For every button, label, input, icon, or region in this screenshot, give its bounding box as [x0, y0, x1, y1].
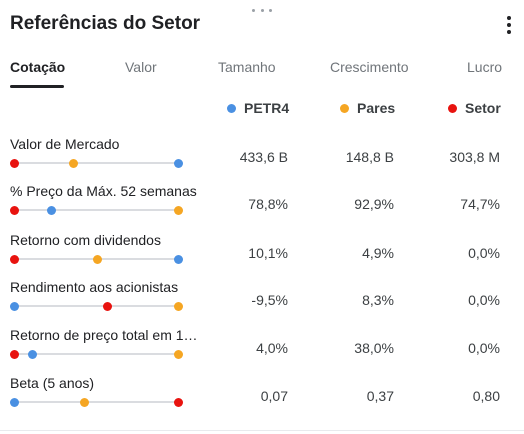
value-setor: 74,7%: [460, 196, 500, 212]
tab-cotacao[interactable]: Cotação: [10, 59, 66, 75]
value-pares: 148,8 B: [345, 149, 394, 165]
value-petr4: 10,1%: [248, 245, 288, 261]
marker-setor: [9, 205, 19, 215]
legend-setor: Setor: [448, 100, 501, 116]
marker-pares: [173, 301, 183, 311]
marker-petr4: [27, 349, 37, 359]
value-pares: 38,0%: [354, 340, 394, 356]
marker-petr4: [47, 205, 57, 215]
value-setor: 0,0%: [468, 245, 500, 261]
comparison-track: [9, 301, 183, 311]
value-pares: 8,3%: [362, 292, 394, 308]
active-tab-indicator: [10, 85, 64, 88]
marker-setor: [102, 301, 112, 311]
value-petr4: 78,8%: [248, 196, 288, 212]
drag-handle-dot: [269, 8, 272, 12]
marker-setor: [9, 158, 19, 168]
more-options-icon[interactable]: [504, 16, 514, 34]
marker-petr4: [173, 254, 183, 264]
marker-pares: [93, 254, 103, 264]
value-pares: 0,37: [366, 388, 394, 404]
metric-label: Valor de Mercado: [10, 136, 120, 152]
value-setor: 0,0%: [468, 340, 500, 356]
tab-tamanho[interactable]: Tamanho: [218, 59, 276, 75]
marker-pares: [173, 205, 183, 215]
tab-valor[interactable]: Valor: [125, 59, 157, 75]
drag-handle-dot: [252, 8, 255, 12]
value-pares: 4,9%: [362, 245, 394, 261]
legend-label: Setor: [465, 100, 501, 116]
drag-handle[interactable]: [252, 7, 272, 13]
tab-crescimento[interactable]: Crescimento: [330, 59, 409, 75]
legend-pares: Pares: [340, 100, 395, 116]
marker-petr4: [9, 301, 19, 311]
value-petr4: 4,0%: [256, 340, 288, 356]
comparison-track: [9, 158, 183, 168]
marker-setor: [9, 349, 19, 359]
marker-setor: [173, 397, 183, 407]
drag-handle-dot: [260, 8, 264, 12]
marker-petr4: [9, 397, 19, 407]
value-setor: 0,0%: [468, 292, 500, 308]
marker-pares: [80, 397, 90, 407]
tab-lucro[interactable]: Lucro: [467, 59, 503, 75]
marker-setor: [9, 254, 19, 264]
comparison-track: [9, 349, 183, 359]
legend-dot-petr4: [227, 103, 236, 113]
value-petr4: 0,07: [260, 388, 288, 404]
value-setor: 303,8 M: [449, 149, 500, 165]
metric-label: Retorno de preço total em 1…: [10, 327, 198, 343]
comparison-track: [9, 397, 183, 407]
metric-label: Rendimento aos acionistas: [10, 279, 179, 295]
marker-petr4: [173, 158, 183, 168]
tab-bar: Cotação Valor Tamanho Crescimento Lucro: [0, 58, 524, 88]
value-petr4: 433,6 B: [239, 149, 288, 165]
legend-petr4: PETR4: [227, 100, 289, 116]
value-setor: 0,80: [472, 388, 500, 404]
value-petr4: -9,5%: [251, 292, 288, 308]
card-title: Referências do Setor: [10, 13, 201, 34]
metric-label: % Preço da Máx. 52 semanas: [10, 183, 197, 199]
marker-pares: [173, 349, 183, 359]
legend-dot-pares: [340, 103, 349, 113]
legend-dot-setor: [448, 103, 457, 113]
metric-label: Retorno com dividendos: [10, 232, 161, 248]
legend-label: PETR4: [244, 100, 290, 116]
marker-pares: [68, 158, 78, 168]
legend-label: Pares: [357, 100, 396, 116]
metric-label: Beta (5 anos): [10, 375, 95, 391]
comparison-track: [9, 254, 183, 264]
comparison-track: [9, 205, 183, 215]
value-pares: 92,9%: [354, 196, 394, 212]
divider: [0, 430, 524, 431]
